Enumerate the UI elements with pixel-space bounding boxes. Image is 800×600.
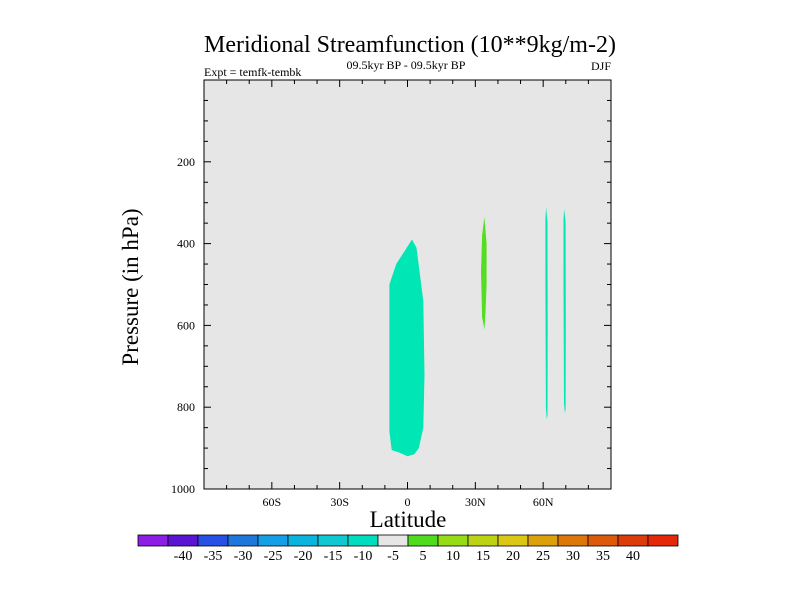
colorbar-swatch [167, 534, 199, 547]
y-tick-label: 800 [177, 400, 195, 414]
colorbar-label: 35 [596, 549, 610, 564]
contour-region-negative-sliver-62n [545, 206, 548, 420]
colorbar-swatch [317, 534, 349, 547]
contour-region-negative-cell-equator [389, 239, 425, 457]
colorbar-swatch [407, 534, 439, 547]
y-tick-labels: 200 400 600 800 1000 [171, 155, 195, 496]
plot-area [203, 79, 612, 490]
x-tick-label: 0 [405, 495, 411, 509]
x-tick-label: 60S [262, 495, 281, 509]
season-label: DJF [591, 59, 611, 73]
colorbar-swatch [377, 534, 409, 547]
colorbar-labels: -40 -35 -30 -25 -20 -15 -10 -5 5 10 15 20 25 30 35 40 [174, 549, 640, 564]
colorbar [137, 534, 679, 547]
colorbar-swatch [437, 534, 469, 547]
colorbar-label: 15 [476, 549, 490, 564]
colorbar-swatch [227, 534, 259, 547]
colorbar-swatch [347, 534, 379, 547]
colorbar-label: 25 [536, 549, 550, 564]
y-tick-label: 1000 [171, 482, 195, 496]
colorbar-swatch [587, 534, 619, 547]
colorbar-label: -20 [294, 549, 313, 564]
x-axis-label: Latitude [370, 507, 447, 532]
x-tick-label: 60N [533, 495, 554, 509]
colorbar-swatch [557, 534, 589, 547]
contour-region-positive-cell-30n [481, 217, 487, 330]
colorbar-label: -15 [324, 549, 343, 564]
x-tick-labels: 60S 30S 0 30N 60N [262, 495, 553, 509]
colorbar-swatch [527, 534, 559, 547]
colorbar-label: -40 [174, 549, 193, 564]
chart-subtitle: 09.5kyr BP - 09.5kyr BP [347, 58, 466, 72]
colorbar-label: 20 [506, 549, 520, 564]
experiment-label: Expt = temfk-tembk [204, 65, 301, 79]
chart-title: Meridional Streamfunction (10**9kg/m-2) [204, 32, 616, 58]
colorbar-swatch [287, 534, 319, 547]
y-tick-label: 200 [177, 155, 195, 169]
colorbar-swatch [137, 534, 169, 547]
colorbar-label: -25 [264, 549, 283, 564]
colorbar-label: -35 [204, 549, 223, 564]
contour-region-negative-sliver-70n [563, 208, 566, 414]
y-tick-label: 400 [177, 237, 195, 251]
x-tick-label: 30S [330, 495, 349, 509]
plot-frame [203, 79, 612, 490]
colorbar-label: -30 [234, 549, 253, 564]
colorbar-swatch [617, 534, 649, 547]
colorbar-label: 5 [420, 549, 427, 564]
colorbar-swatch [497, 534, 529, 547]
colorbar-label: 40 [626, 549, 640, 564]
colorbar-label: 10 [446, 549, 460, 564]
colorbar-swatch [647, 534, 679, 547]
colorbar-swatch [467, 534, 499, 547]
x-tick-label: 30N [465, 495, 486, 509]
colorbar-label: -10 [354, 549, 373, 564]
contour-regions [389, 206, 566, 457]
colorbar-label: 30 [566, 549, 580, 564]
y-tick-label: 600 [177, 318, 195, 332]
colorbar-swatch [257, 534, 289, 547]
colorbar-swatch [197, 534, 229, 547]
y-axis-label: Pressure (in hPa) [118, 208, 143, 365]
colorbar-label: -5 [387, 549, 399, 564]
